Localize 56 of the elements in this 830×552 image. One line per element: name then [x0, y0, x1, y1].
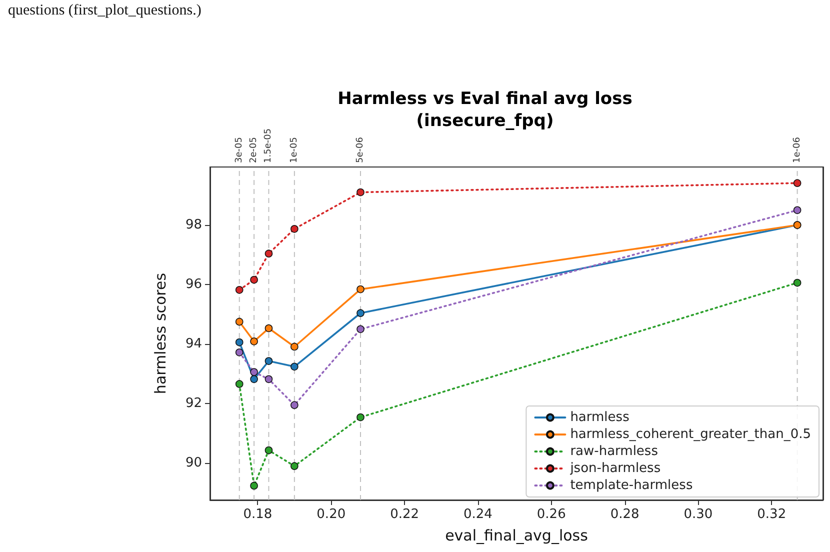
- point: [290, 462, 298, 470]
- point: [264, 446, 273, 454]
- x-tick-label: 0.26: [536, 507, 566, 522]
- ref-line-label: 1e-06: [792, 136, 802, 163]
- point: [250, 337, 258, 346]
- point: [235, 338, 244, 346]
- ref-line-label: 1.5e-05: [264, 128, 274, 163]
- ref-line-label: 1e-05: [289, 137, 300, 163]
- point: [250, 368, 258, 376]
- y-tick-label: 98: [185, 218, 202, 233]
- chart-title: Harmless vs Eval final avg loss (insecure_fpq): [338, 89, 632, 131]
- x-tick-label: 0.24: [463, 507, 492, 522]
- point: [290, 401, 298, 409]
- point: [264, 375, 273, 384]
- point: [356, 413, 364, 422]
- legend-label: harmless: [570, 410, 630, 425]
- x-axis-title: eval_final_avg_loss: [445, 526, 588, 544]
- x-tick-label: 0.28: [610, 507, 640, 522]
- y-tick-label: 96: [185, 277, 202, 292]
- x-tick-label: 0.30: [684, 507, 713, 522]
- y-tick-label: 92: [185, 396, 202, 412]
- point: [235, 318, 244, 326]
- ref-line-label: 3e-05: [234, 137, 244, 163]
- x-tick-label: 0.20: [316, 507, 346, 522]
- point: [356, 188, 364, 196]
- x-tick-label: 0.22: [390, 507, 420, 522]
- point: [793, 206, 802, 214]
- y-tick-label: 94: [185, 336, 202, 352]
- point: [356, 285, 364, 294]
- point: [264, 250, 273, 258]
- legend-label: harmless_coherent_greater_than_0.5: [570, 427, 812, 442]
- point: [290, 225, 298, 233]
- legend-label: raw-harmless: [570, 444, 658, 459]
- point: [793, 278, 802, 287]
- x-tick-label: 0.18: [243, 507, 272, 522]
- point: [356, 309, 364, 318]
- point: [250, 276, 258, 284]
- point: [264, 324, 273, 332]
- point: [250, 375, 258, 384]
- point: [250, 482, 258, 490]
- text: questions (first_plot_questions.): [8, 2, 202, 18]
- point: [356, 325, 364, 334]
- x-tick-label: 0.32: [757, 507, 786, 522]
- point: [235, 286, 244, 294]
- ref-line-label: 5e-06: [355, 136, 366, 163]
- point: [290, 342, 298, 351]
- legend-label: template-harmless: [570, 478, 693, 493]
- point: [235, 348, 244, 356]
- point: [793, 179, 802, 187]
- point: [290, 362, 298, 371]
- y-axis-title: harmless scores: [152, 272, 170, 394]
- point: [264, 357, 273, 365]
- legend-label: json-harmless: [569, 461, 661, 476]
- ref-line-label: 2e-05: [249, 137, 260, 163]
- y-tick-label: 90: [185, 456, 202, 471]
- point: [235, 380, 244, 388]
